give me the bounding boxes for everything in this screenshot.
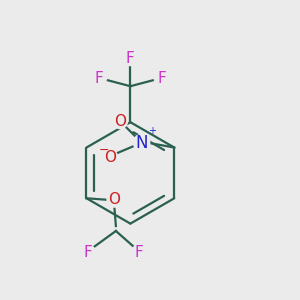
Circle shape: [107, 193, 122, 207]
Circle shape: [123, 51, 138, 66]
Text: F: F: [84, 245, 92, 260]
Text: O: O: [114, 114, 126, 129]
Circle shape: [103, 150, 118, 165]
Circle shape: [132, 245, 146, 260]
Circle shape: [113, 114, 127, 129]
Text: +: +: [148, 126, 156, 136]
Circle shape: [134, 134, 150, 151]
Text: O: O: [104, 150, 116, 165]
Circle shape: [154, 71, 169, 85]
Text: F: F: [126, 51, 135, 66]
Circle shape: [92, 71, 106, 85]
Circle shape: [81, 245, 95, 260]
Text: −: −: [99, 144, 109, 157]
Text: N: N: [135, 134, 148, 152]
Text: O: O: [108, 192, 120, 207]
Text: F: F: [95, 70, 104, 86]
Text: F: F: [157, 70, 166, 86]
Text: F: F: [134, 245, 143, 260]
